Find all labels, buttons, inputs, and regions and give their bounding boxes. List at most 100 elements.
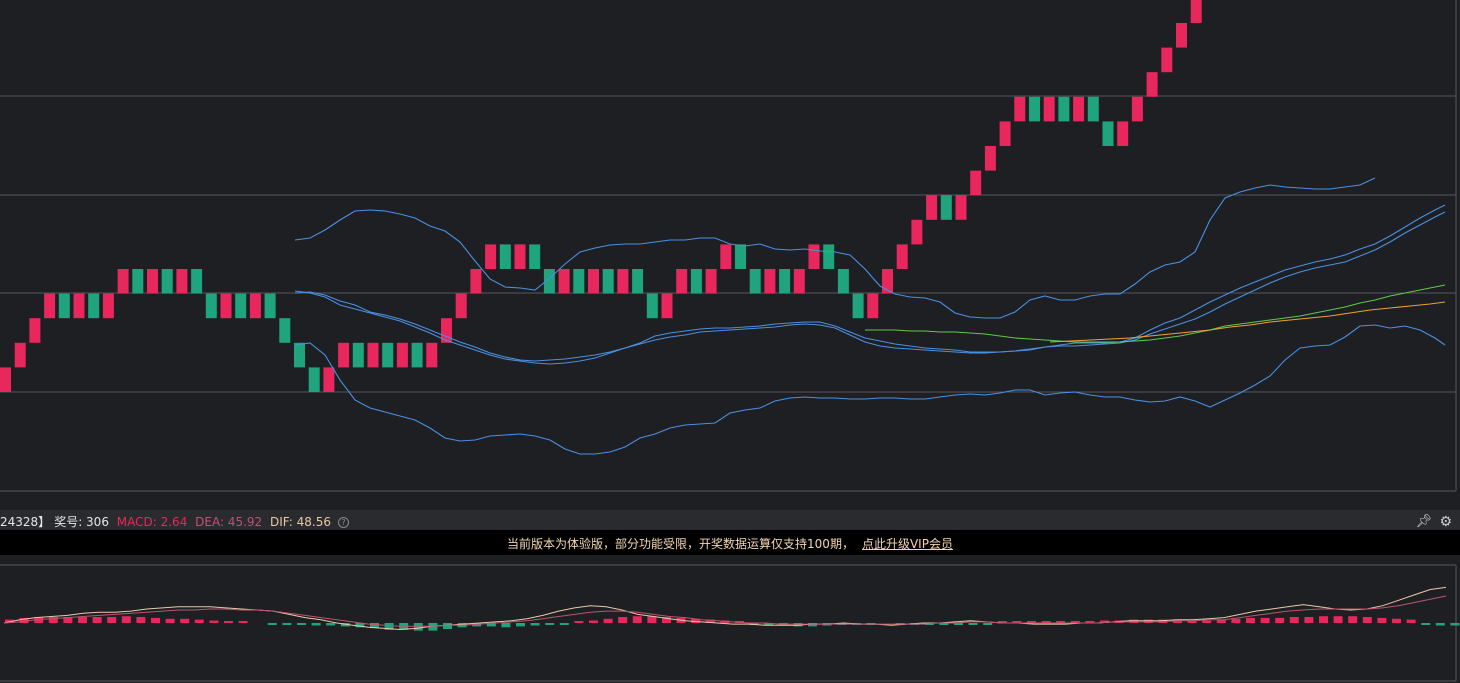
- macd-bar-positive: [1216, 619, 1226, 623]
- macd-bar-positive: [618, 617, 628, 623]
- renko-brick-up: [793, 269, 805, 294]
- renko-brick-down: [646, 293, 658, 319]
- macd-bar-negative: [340, 623, 350, 627]
- notice-text: 当前版本为体验版，部分功能受限，开奖数据运算仅支持100期，: [507, 537, 854, 551]
- renko-brick-down: [1029, 96, 1040, 122]
- help-icon[interactable]: ?: [337, 517, 349, 528]
- macd-bar-positive: [1085, 621, 1095, 623]
- pin-icon[interactable]: 📌︎: [1415, 514, 1432, 529]
- renko-brick-up: [367, 342, 379, 368]
- renko-brick-up: [249, 293, 261, 319]
- macd-bar-positive: [1289, 617, 1299, 623]
- renko-brick-up: [1014, 96, 1026, 122]
- macd-bar-negative: [1450, 623, 1460, 626]
- macd-bar-positive: [1100, 620, 1109, 623]
- renko-brick-down: [779, 269, 791, 294]
- macd-bar-positive: [78, 617, 87, 623]
- renko-brick-down: [132, 269, 144, 294]
- renko-brick-up: [147, 269, 158, 294]
- renko-brick-up: [29, 318, 41, 343]
- renko-brick-up: [984, 146, 996, 171]
- renko-brick-up: [1190, 0, 1202, 24]
- macd-bar-positive: [238, 621, 248, 623]
- renko-brick-up: [0, 367, 11, 392]
- macd-bar-positive: [107, 617, 117, 623]
- renko-brick-down: [499, 244, 511, 269]
- renko-brick-down: [852, 293, 864, 319]
- renko-brick-down: [602, 269, 614, 294]
- macd-bar-negative: [282, 623, 292, 625]
- ma-orange-line: [1049, 301, 1446, 343]
- macd-bar-positive: [92, 617, 102, 623]
- macd-bar-positive: [5, 619, 14, 623]
- renko-brick-up: [999, 121, 1011, 146]
- macd-bar-positive: [662, 617, 671, 623]
- renko-brick-down: [735, 244, 746, 269]
- macd-bar-positive: [151, 617, 160, 623]
- macd-bar-positive: [1246, 617, 1255, 623]
- macd-bar-negative: [355, 623, 365, 628]
- notice-bar: 当前版本为体验版，部分功能受限，开奖数据运算仅支持100期， 点此升级VIP会员: [0, 530, 1460, 555]
- renko-brick-up: [955, 195, 967, 220]
- renko-brick-up: [867, 293, 879, 319]
- renko-brick-up: [1131, 96, 1143, 122]
- renko-brick-up: [896, 244, 908, 269]
- ma-short-line: [294, 211, 1446, 365]
- macd-bar-positive: [1070, 621, 1080, 623]
- macd-bar-positive: [1392, 618, 1401, 624]
- renko-brick-up: [73, 293, 85, 319]
- renko-brick-down: [411, 342, 423, 368]
- boll-lower-line: [294, 324, 1446, 455]
- macd-bar-negative: [486, 623, 496, 627]
- macd-bar-positive: [1348, 616, 1358, 623]
- macd-bar-positive: [589, 620, 598, 623]
- macd-label: MACD: 2.64: [116, 515, 188, 529]
- renko-brick-down: [382, 342, 394, 368]
- renko-brick-up: [676, 269, 688, 294]
- indicator-bar: 24328】 奖号: 306 MACD: 2.64 DEA: 45.92 DIF:…: [0, 510, 1460, 530]
- macd-bar-positive: [705, 619, 715, 623]
- renko-brick-up: [441, 318, 452, 343]
- renko-brick-down: [1102, 121, 1114, 146]
- macd-bar-negative: [267, 623, 277, 625]
- macd-bar-positive: [165, 618, 175, 624]
- macd-bar-positive: [1304, 617, 1314, 623]
- macd-bar-positive: [1260, 617, 1270, 623]
- renko-brick-down: [205, 293, 217, 319]
- macd-bar-positive: [1056, 621, 1066, 623]
- renko-brick-down: [573, 269, 585, 294]
- renko-brick-down: [940, 195, 952, 220]
- renko-brick-down: [1087, 96, 1099, 122]
- macd-bar-positive: [1362, 617, 1372, 623]
- macd-chart: [0, 564, 1460, 682]
- macd-bar-negative: [370, 623, 379, 629]
- renko-brick-up: [588, 269, 599, 294]
- renko-brick-up: [514, 244, 526, 269]
- macd-bar-negative: [501, 623, 511, 628]
- macd-histogram: [5, 616, 1460, 631]
- renko-brick-up: [1176, 23, 1187, 48]
- chart-grid: [0, 0, 1457, 492]
- macd-bar-positive: [1275, 617, 1285, 623]
- gear-icon[interactable]: ⚙: [1439, 514, 1452, 530]
- renko-brick-up: [911, 219, 923, 245]
- macd-bar-negative: [764, 623, 774, 625]
- renko-brick-down: [837, 269, 849, 294]
- renko-brick-up: [1161, 47, 1173, 73]
- renko-brick-up: [808, 244, 820, 269]
- upgrade-vip-link[interactable]: 点此升级VIP会员: [861, 537, 953, 551]
- macd-bar-negative: [545, 623, 555, 625]
- issue-prefix: 24328】: [0, 515, 51, 529]
- renko-brick-up: [176, 269, 188, 294]
- renko-brick-down: [690, 269, 702, 294]
- renko-brick-up: [323, 367, 335, 392]
- macd-bar-negative: [443, 623, 452, 629]
- macd-bar-positive: [1202, 620, 1212, 623]
- renko-brick-down: [823, 244, 835, 269]
- macd-bar-negative: [983, 623, 993, 625]
- macd-bar-positive: [48, 617, 58, 623]
- renko-brick-down: [352, 342, 364, 368]
- renko-brick-up: [882, 269, 893, 294]
- renko-brick-up: [617, 269, 629, 294]
- macd-bar-positive: [1041, 621, 1051, 623]
